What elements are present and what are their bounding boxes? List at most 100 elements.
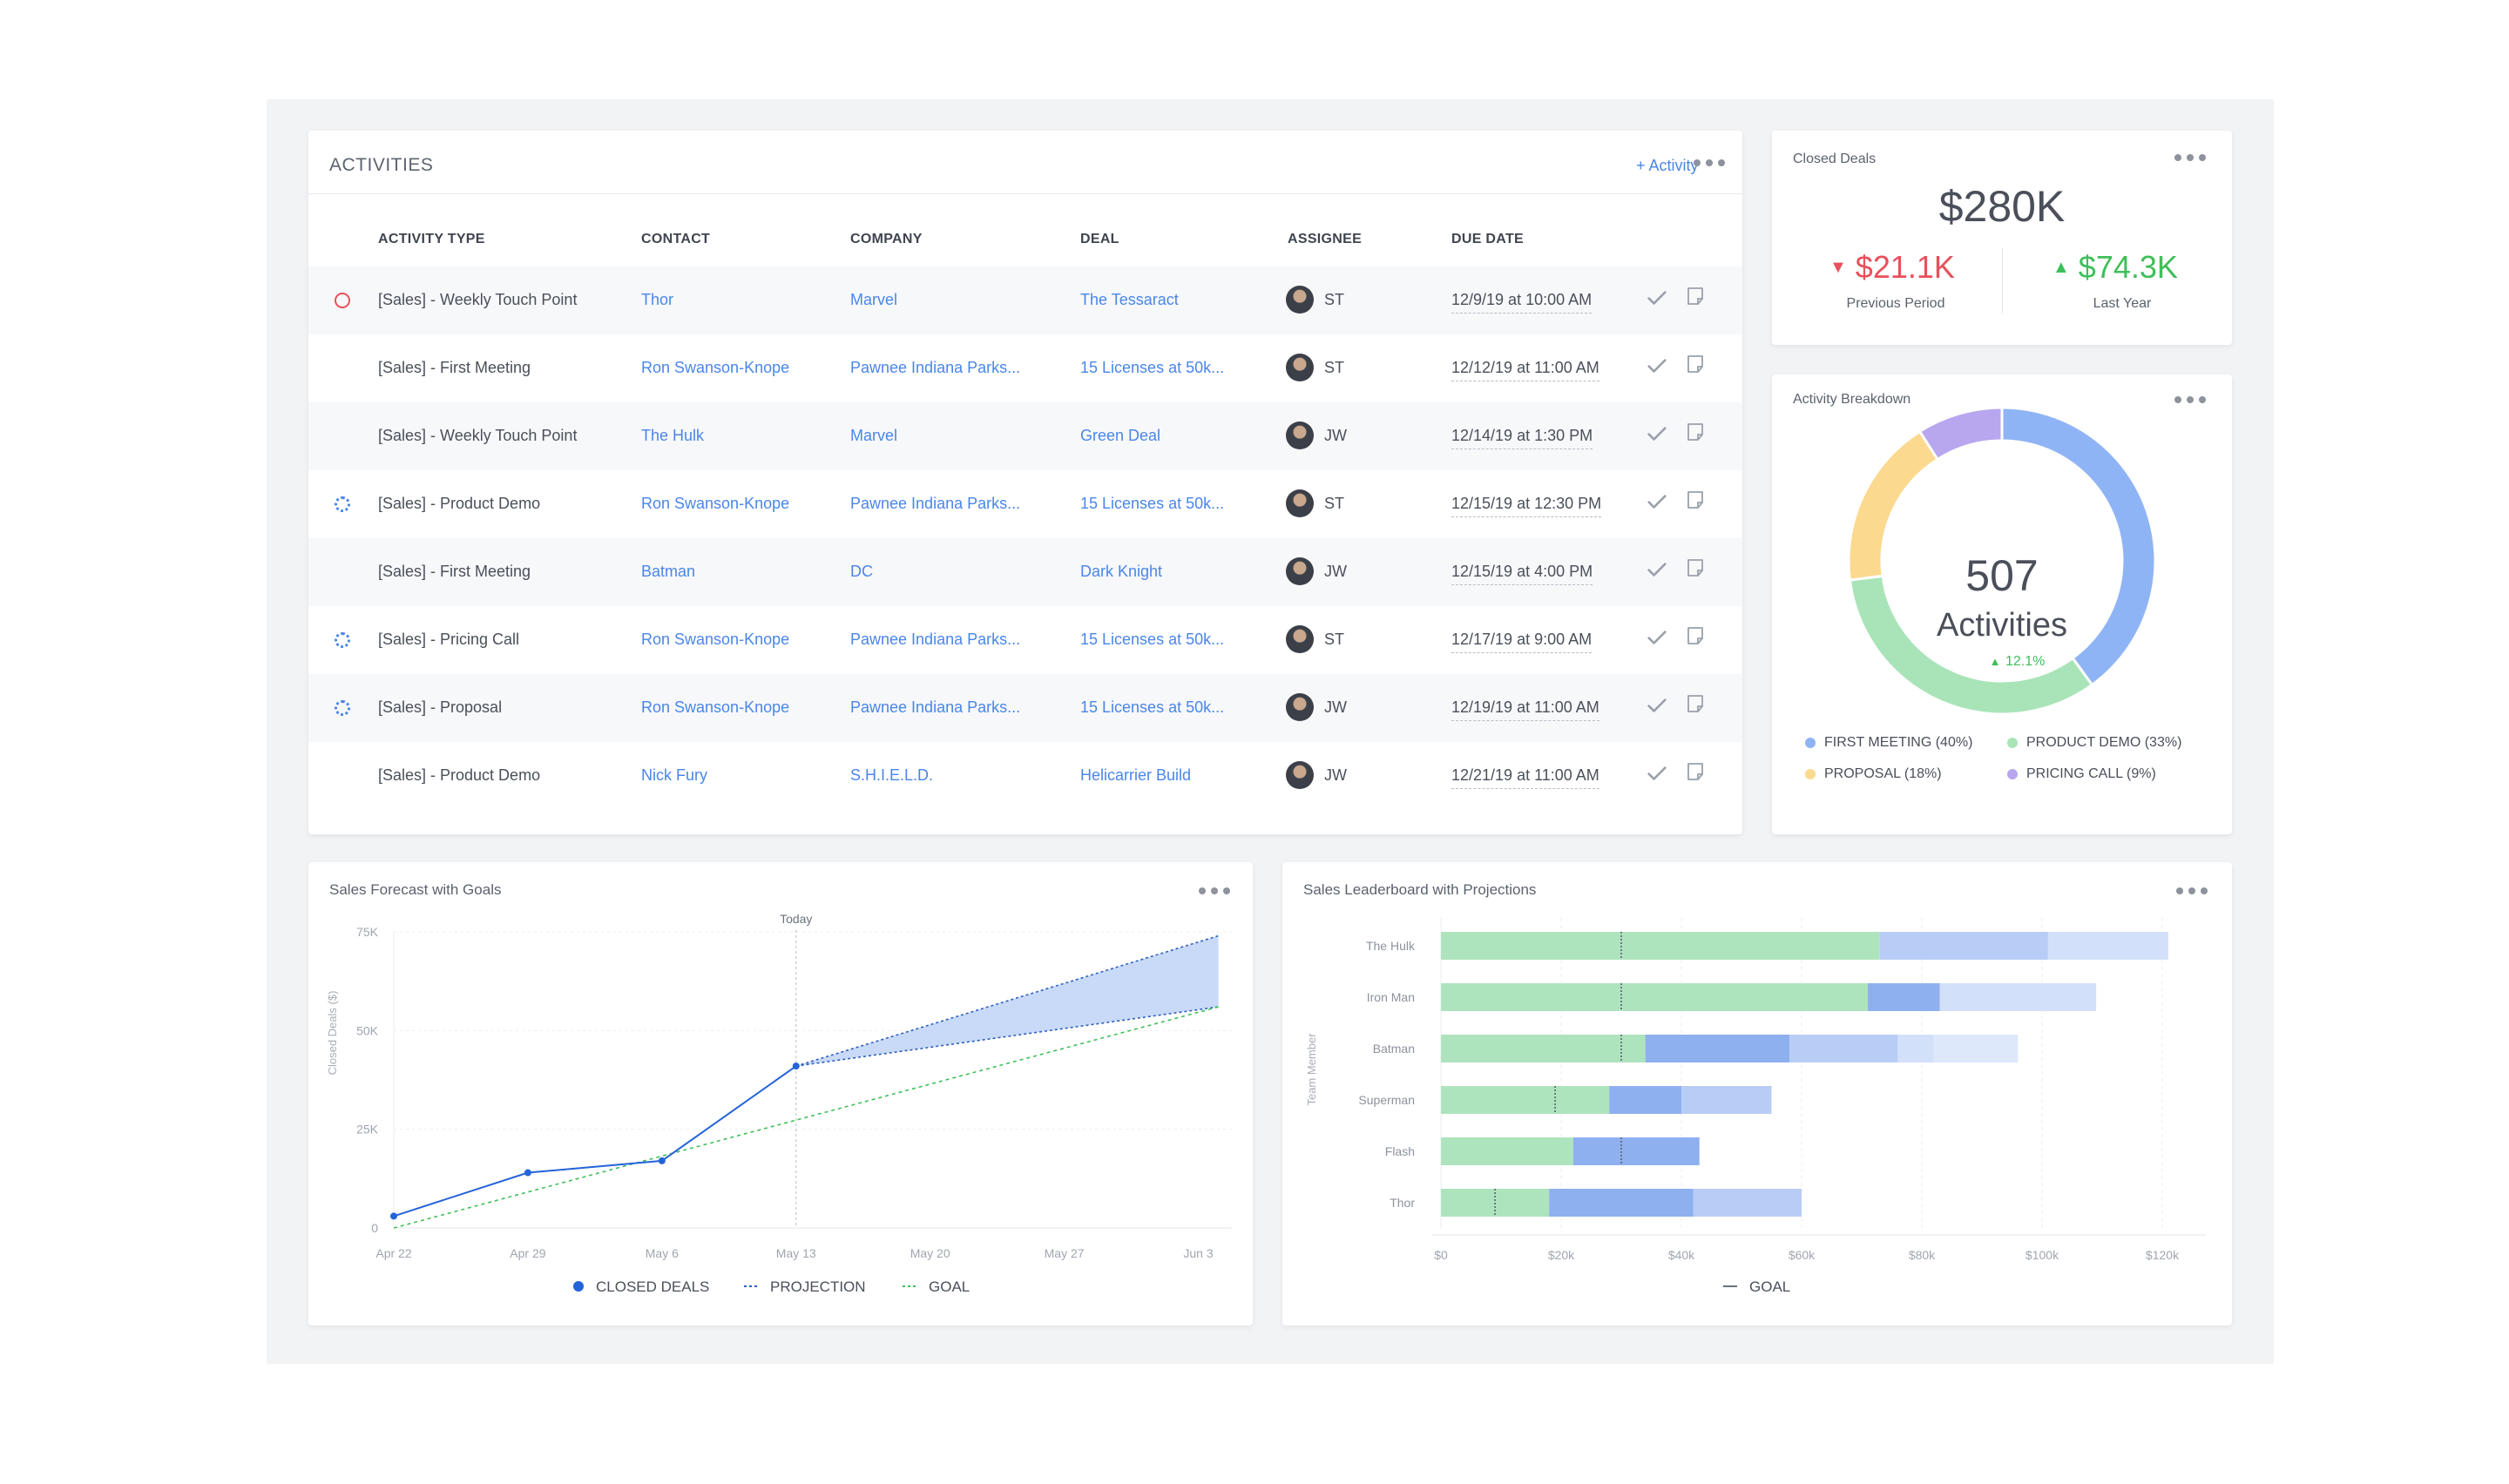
legend-pricing-call[interactable]: PRICING CALL (9%) [2007, 766, 2156, 782]
note-icon[interactable] [1685, 286, 1706, 307]
avatar [1286, 557, 1314, 585]
note-icon[interactable] [1685, 489, 1706, 510]
leaderboard-bar-segment [1645, 1035, 1790, 1062]
in-progress-status-icon[interactable] [335, 496, 350, 512]
contact-link[interactable]: Ron Swanson-Knope [641, 631, 790, 648]
note-icon[interactable] [1685, 761, 1706, 782]
note-icon[interactable] [1685, 625, 1706, 646]
company-link[interactable]: Pawnee Indiana Parks... [850, 495, 1021, 512]
company-link[interactable]: S.H.I.E.L.D. [850, 766, 934, 784]
contact-link[interactable]: Nick Fury [641, 766, 707, 784]
table-row[interactable]: [Sales] - Product Demo Nick Fury S.H.I.E.L… [308, 742, 1742, 810]
note-icon[interactable] [1685, 354, 1706, 374]
team-member-label: Flash [1385, 1144, 1415, 1158]
contact-link[interactable]: Ron Swanson-Knope [641, 495, 790, 512]
assignee-initials: ST [1324, 291, 1345, 308]
activity-type: [Sales] - First Meeting [378, 563, 531, 580]
deal-link[interactable]: Green Deal [1080, 427, 1161, 444]
in-progress-status-icon[interactable] [335, 700, 350, 716]
contact-link[interactable]: Thor [641, 291, 674, 308]
company-link[interactable]: Pawnee Indiana Parks... [850, 631, 1021, 648]
deal-link[interactable]: 15 Licenses at 50k... [1080, 359, 1225, 376]
due-date[interactable]: 12/14/19 at 1:30 PM [1451, 427, 1593, 449]
sales-leaderboard-menu-icon[interactable] [2176, 887, 2208, 895]
legend-closed-deals[interactable]: CLOSED DEALS [596, 1278, 709, 1295]
sales-forecast-menu-icon[interactable] [1199, 887, 1230, 895]
deal-link[interactable]: Helicarrier Build [1080, 766, 1192, 784]
complete-check-icon[interactable] [1645, 761, 1669, 786]
complete-check-icon[interactable] [1645, 354, 1669, 378]
deal-link[interactable]: 15 Licenses at 50k... [1080, 698, 1225, 716]
activity-type: [Sales] - Product Demo [378, 766, 541, 784]
closed-deals-menu-icon[interactable] [2174, 153, 2206, 162]
complete-check-icon[interactable] [1645, 422, 1669, 446]
due-date[interactable]: 12/9/19 at 10:00 AM [1451, 291, 1593, 314]
legend-closed-deals-marker [573, 1281, 584, 1292]
overdue-status-icon[interactable] [335, 293, 350, 308]
company-link[interactable]: Pawnee Indiana Parks... [850, 698, 1021, 716]
deal-link[interactable]: Dark Knight [1080, 563, 1163, 580]
last-year-label: Last Year [2093, 296, 2152, 311]
activities-card: ACTIVITIES + Activity ACTIVITY TYPE CONT… [308, 131, 1742, 834]
contact-link[interactable]: The Hulk [641, 427, 705, 444]
table-row[interactable]: [Sales] - First Meeting Ron Swanson-Knope… [308, 334, 1742, 402]
donut-change-up-icon: ▲ [1990, 655, 2001, 668]
leaderboard-x-tick: $0 [1434, 1248, 1448, 1262]
deal-link[interactable]: The Tessaract [1080, 291, 1179, 308]
due-date[interactable]: 12/17/19 at 9:00 AM [1451, 631, 1593, 653]
avatar [1286, 354, 1314, 381]
table-row[interactable]: [Sales] - Weekly Touch Point The Hulk Marv… [308, 402, 1742, 470]
avatar [1286, 489, 1314, 517]
add-activity-button[interactable]: + Activity [1636, 157, 1699, 174]
due-date[interactable]: 12/15/19 at 4:00 PM [1451, 563, 1593, 585]
activities-menu-icon[interactable] [1694, 159, 1725, 167]
note-icon[interactable] [1685, 422, 1706, 442]
deal-link[interactable]: 15 Licenses at 50k... [1080, 631, 1225, 648]
contact-link[interactable]: Ron Swanson-Knope [641, 359, 790, 376]
complete-check-icon[interactable] [1645, 693, 1669, 718]
legend-goal[interactable]: GOAL [1749, 1278, 1790, 1295]
column-header-activity-type[interactable]: ACTIVITY TYPE [378, 232, 485, 246]
due-date[interactable]: 12/21/19 at 11:00 AM [1451, 766, 1599, 789]
complete-check-icon[interactable] [1645, 489, 1669, 514]
note-icon[interactable] [1685, 557, 1706, 578]
closed-deals-card: Closed Deals $280K ▼ $21.1K Previous Peri… [1772, 131, 2232, 345]
activity-type: [Sales] - Proposal [378, 698, 503, 716]
in-progress-status-icon[interactable] [335, 632, 350, 648]
contact-link[interactable]: Batman [641, 563, 696, 580]
column-header-assignee[interactable]: ASSIGNEE [1288, 232, 1363, 246]
company-link[interactable]: Marvel [850, 291, 898, 308]
note-icon[interactable] [1685, 693, 1706, 714]
due-date[interactable]: 12/19/19 at 11:00 AM [1451, 698, 1599, 721]
column-header-deal[interactable]: DEAL [1080, 232, 1119, 246]
legend-product-demo[interactable]: PRODUCT DEMO (33%) [2007, 735, 2181, 751]
table-row[interactable]: [Sales] - Pricing Call Ron Swanson-Knope P… [308, 606, 1742, 674]
legend-proposal[interactable]: PROPOSAL (18%) [1805, 766, 1942, 782]
column-header-due-date[interactable]: DUE DATE [1451, 232, 1524, 246]
legend-first-meeting[interactable]: FIRST MEETING (40%) [1805, 735, 1972, 751]
leaderboard-bar-segment [1867, 983, 1940, 1011]
due-date[interactable]: 12/15/19 at 12:30 PM [1451, 495, 1602, 517]
complete-check-icon[interactable] [1645, 286, 1669, 310]
column-header-contact[interactable]: CONTACT [641, 232, 711, 246]
legend-goal[interactable]: GOAL [929, 1278, 970, 1295]
complete-check-icon[interactable] [1645, 625, 1669, 650]
due-date[interactable]: 12/12/19 at 11:00 AM [1451, 359, 1599, 381]
table-row[interactable]: [Sales] - Product Demo Ron Swanson-Knope P… [308, 470, 1742, 538]
last-year-value: ▲ $74.3K [2053, 249, 2178, 285]
company-link[interactable]: Pawnee Indiana Parks... [850, 359, 1021, 376]
forecast-x-tick: May 13 [776, 1246, 816, 1260]
table-row[interactable]: [Sales] - Proposal Ron Swanson-Knope Pawne… [308, 674, 1742, 742]
deal-link[interactable]: 15 Licenses at 50k... [1080, 495, 1225, 512]
table-row[interactable]: [Sales] - First Meeting Batman DC Dark Knig… [308, 538, 1742, 606]
contact-link[interactable]: Ron Swanson-Knope [641, 698, 790, 716]
closed-deals-title: Closed Deals [1793, 152, 1877, 166]
activity-breakdown-menu-icon[interactable] [2174, 395, 2206, 404]
table-row[interactable]: [Sales] - Weekly Touch Point Thor Marvel Th… [308, 266, 1742, 334]
complete-check-icon[interactable] [1645, 557, 1669, 582]
column-header-company[interactable]: COMPANY [850, 232, 923, 246]
sales-leaderboard-title: Sales Leaderboard with Projections [1303, 881, 1537, 898]
company-link[interactable]: Marvel [850, 427, 898, 444]
legend-projection[interactable]: PROJECTION [770, 1278, 866, 1295]
company-link[interactable]: DC [850, 563, 873, 580]
